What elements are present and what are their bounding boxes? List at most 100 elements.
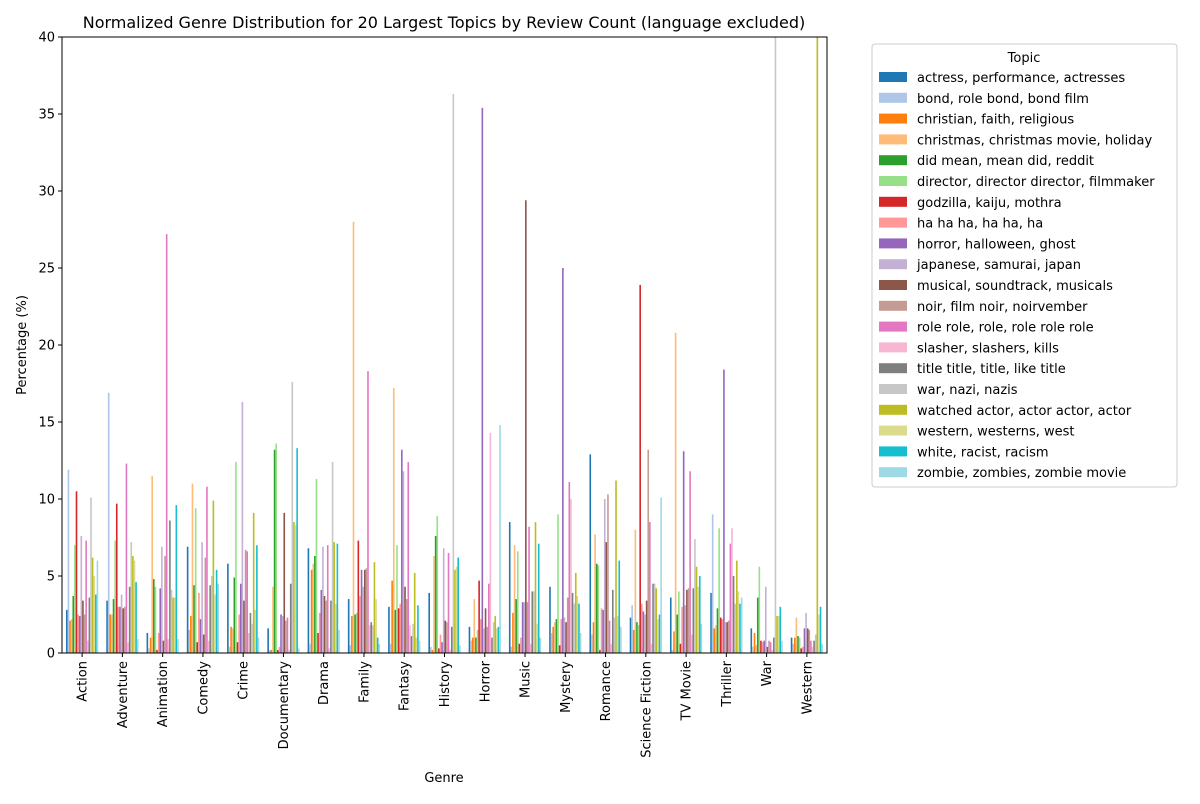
- bar-4-18: [797, 636, 799, 653]
- bar-11-15: [687, 588, 690, 653]
- bar-1-6: [309, 643, 311, 653]
- bar-19-17: [781, 640, 783, 653]
- bar-14-9: [450, 626, 453, 653]
- y-tick-label-2: 10: [38, 493, 55, 508]
- legend-label-5: director, director director, filmmaker: [917, 175, 1155, 190]
- bar-18-10: [497, 626, 500, 653]
- bar-0-11: [508, 522, 511, 653]
- bar-17-1: [133, 560, 136, 653]
- bar-19-6: [338, 629, 340, 653]
- bar-6-3: [196, 642, 199, 653]
- bar-12-14: [649, 522, 651, 653]
- bar-9-8: [402, 471, 405, 653]
- bar-17-0: [93, 576, 96, 653]
- x-tick-label-18: Western: [800, 661, 815, 714]
- bar-16-0: [91, 557, 94, 653]
- bar-11-13: [607, 494, 609, 653]
- x-tick-label-1: Adventure: [116, 661, 131, 728]
- x-tick-label-7: Family: [357, 661, 372, 703]
- legend-label-13: slasher, slashers, kills: [917, 341, 1059, 356]
- bar-2-1: [109, 614, 112, 653]
- bar-7-17: [761, 642, 764, 653]
- bar-10-9: [444, 620, 447, 653]
- bar-0-1: [106, 600, 108, 653]
- bar-13-1: [127, 642, 129, 653]
- legend-swatch-8: [879, 238, 907, 249]
- legend-label-7: ha ha ha, ha ha, ha: [917, 217, 1043, 232]
- bar-3-1: [111, 614, 113, 653]
- bar-17-8: [415, 637, 418, 653]
- bar-8-11: [521, 602, 524, 653]
- bar-3-9: [433, 555, 435, 653]
- x-tick-label-17: War: [760, 660, 775, 686]
- x-tick-label-15: TV Movie: [680, 661, 695, 721]
- bar-13-5: [288, 649, 290, 653]
- bar-10-18: [806, 628, 809, 653]
- bar-12-15: [689, 471, 691, 653]
- bar-17-7: [375, 599, 377, 653]
- x-tick-label-5: Documentary: [277, 661, 292, 750]
- bar-5-8: [396, 545, 398, 653]
- bar-12-12: [568, 482, 571, 653]
- bar-19-13: [620, 626, 622, 653]
- bar-16-2: [172, 597, 174, 653]
- bar-11-9: [446, 622, 448, 653]
- bar-15-4: [251, 623, 253, 653]
- bar-11-5: [285, 620, 287, 653]
- bar-1-10: [470, 640, 472, 653]
- bar-2-6: [310, 569, 313, 653]
- bar-9-12: [563, 617, 566, 653]
- bar-4-17: [756, 597, 759, 653]
- bar-10-6: [323, 596, 326, 653]
- bar-16-5: [293, 522, 295, 653]
- bar-3-4: [231, 628, 234, 653]
- bar-19-1: [136, 639, 139, 653]
- bar-12-10: [487, 583, 490, 653]
- bar-12-8: [407, 462, 410, 653]
- bar-6-10: [478, 580, 480, 653]
- bar-18-18: [819, 606, 822, 653]
- bar-4-14: [636, 622, 638, 653]
- bar-14-16: [732, 576, 735, 653]
- y-tick-label-6: 30: [38, 185, 55, 200]
- bar-2-5: [270, 649, 273, 653]
- bar-16-11: [534, 522, 537, 653]
- bar-14-6: [330, 600, 332, 653]
- bar-18-11: [537, 543, 540, 653]
- bar-14-14: [652, 583, 654, 653]
- bar-18-17: [779, 606, 782, 653]
- legend-swatch-2: [879, 113, 907, 124]
- legend-swatch-14: [879, 363, 907, 374]
- bar-5-13: [597, 565, 600, 653]
- bar-4-11: [515, 599, 517, 653]
- bar-19-5: [297, 648, 300, 653]
- bar-16-9: [454, 569, 456, 653]
- bar-1-0: [67, 469, 70, 653]
- bar-17-9: [455, 566, 458, 653]
- bar-8-13: [602, 609, 604, 653]
- bar-14-15: [692, 588, 695, 653]
- bar-3-10: [473, 599, 476, 653]
- y-tick-label-4: 20: [38, 339, 55, 354]
- bar-2-10: [471, 637, 474, 653]
- bar-14-5: [289, 583, 292, 653]
- bar-7-0: [77, 614, 79, 653]
- bar-5-17: [758, 566, 761, 653]
- bar-13-3: [207, 640, 210, 653]
- bar-1-18: [792, 643, 794, 653]
- bar-19-7: [378, 643, 381, 653]
- bar-8-0: [78, 616, 81, 653]
- bar-2-13: [592, 622, 595, 653]
- bar-8-12: [562, 268, 564, 653]
- bar-7-13: [600, 608, 603, 653]
- legend-label-11: noir, film noir, noirvember: [917, 300, 1088, 315]
- bar-13-17: [771, 649, 774, 653]
- legend-swatch-6: [879, 196, 907, 207]
- bar-1-4: [228, 646, 231, 653]
- bar-6-18: [800, 648, 803, 653]
- bar-18-4: [256, 545, 258, 653]
- bar-3-6: [312, 563, 315, 653]
- x-tick-label-9: History: [438, 661, 453, 708]
